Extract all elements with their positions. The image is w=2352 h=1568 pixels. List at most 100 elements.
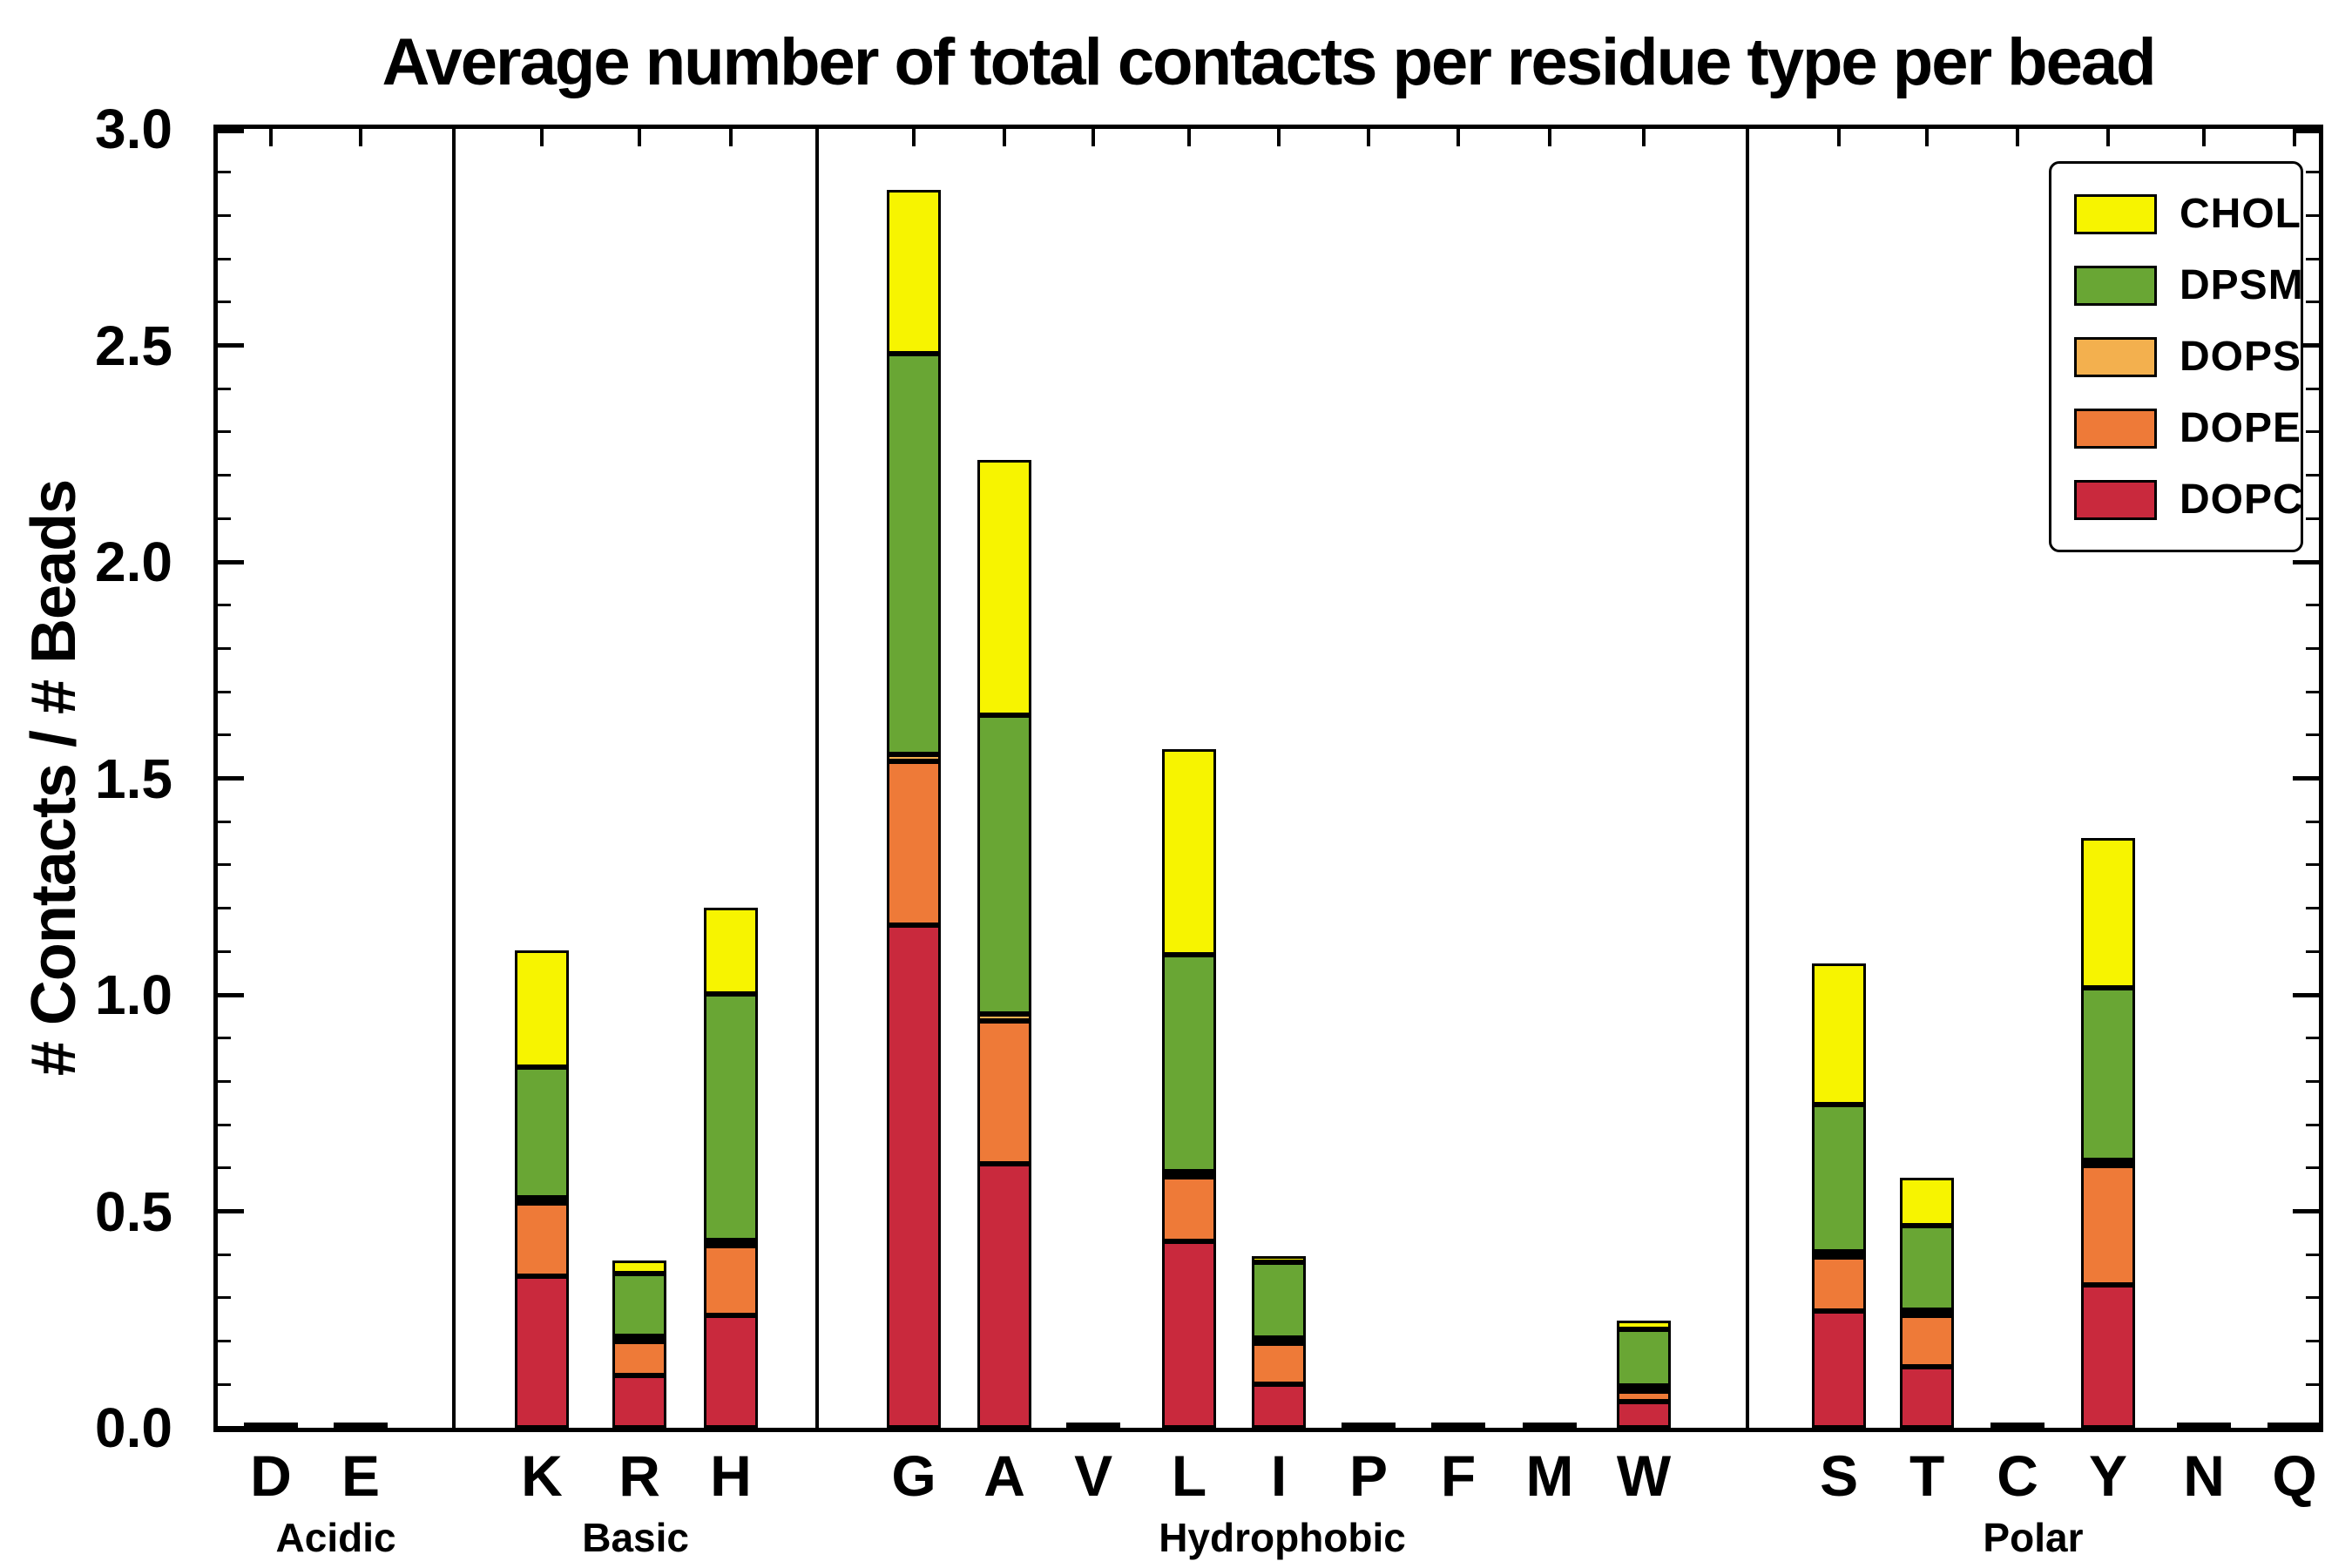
group-divider [815, 129, 820, 1428]
y-major-tick [218, 343, 244, 348]
y-minor-tick [2306, 690, 2319, 693]
y-minor-tick [2306, 820, 2319, 823]
bar-segment-CHOL [1617, 1321, 1672, 1330]
bar-segment-CHOL [1812, 963, 1867, 1105]
bar-V [1066, 1423, 1121, 1428]
x-tick-label-P: P [1349, 1443, 1389, 1508]
bar-segment-DOPC [977, 1163, 1032, 1428]
y-minor-tick [218, 474, 231, 477]
y-minor-tick [2306, 474, 2319, 477]
y-major-tick [218, 776, 244, 781]
bar-segment-DPSM [1162, 955, 1217, 1172]
bar-F [1431, 1423, 1486, 1428]
y-minor-tick [218, 171, 231, 174]
bar-segment-DOPC [2177, 1423, 2232, 1428]
bar-segment-DOPE [514, 1202, 569, 1277]
bar-segment-DOPC [334, 1423, 389, 1428]
y-minor-tick [218, 950, 231, 953]
legend: CHOL DPSM DOPS DOPE DOPC [2049, 161, 2303, 552]
bar-segment-DPSM [612, 1273, 667, 1336]
x-tick-label-K: K [521, 1443, 563, 1508]
bar-segment-DPSM [1812, 1104, 1867, 1252]
legend-item-DOPE: DOPE [2074, 404, 2301, 452]
y-minor-tick [218, 213, 231, 217]
bar-segment-DOPS [977, 1014, 1032, 1021]
legend-item-DPSM: DPSM [2074, 261, 2303, 309]
legend-swatch-DOPS [2074, 336, 2157, 377]
y-minor-tick [218, 907, 231, 910]
bar-A [977, 460, 1032, 1428]
y-minor-tick [218, 1296, 231, 1300]
y-major-tick [2293, 1209, 2319, 1213]
x-tick-label-V: V [1074, 1443, 1113, 1508]
bar-E [334, 1423, 389, 1428]
bar-segment-DOPC [1066, 1423, 1121, 1428]
y-major-tick [2293, 559, 2319, 564]
bar-H [704, 907, 758, 1428]
bar-T [1900, 1178, 1955, 1428]
x-tick-label-F: F [1440, 1443, 1477, 1508]
y-minor-tick [2306, 733, 2319, 737]
y-minor-tick [218, 1382, 231, 1386]
bar-segment-DPSM [704, 993, 758, 1241]
bar-segment-DOPS [1812, 1251, 1867, 1257]
y-tick-label: 1.0 [95, 963, 172, 1026]
y-minor-tick [2306, 301, 2319, 304]
legend-item-CHOL: CHOL [2074, 190, 2301, 238]
bar-segment-DOPE [704, 1246, 758, 1315]
bar-segment-CHOL [704, 907, 758, 994]
y-minor-tick [218, 690, 231, 693]
y-minor-tick [218, 430, 231, 434]
y-minor-tick [2306, 1037, 2319, 1040]
x-tick-label-E: E [341, 1443, 381, 1508]
x-tick-label-A: A [983, 1443, 1025, 1508]
y-minor-tick [218, 1253, 231, 1256]
bar-segment-DPSM [1617, 1329, 1672, 1386]
y-major-tick [2293, 1425, 2319, 1430]
bar-segment-CHOL [1252, 1255, 1307, 1263]
bar-segment-DOPS [887, 754, 942, 761]
y-tick-label: 2.0 [95, 531, 172, 593]
x-top-tick [1187, 129, 1192, 146]
bar-segment-DOPC [1342, 1423, 1396, 1428]
bar-segment-DOPS [612, 1335, 667, 1342]
y-minor-tick [218, 1079, 231, 1083]
x-tick-label-N: N [2183, 1443, 2225, 1508]
bar-segment-DPSM [887, 354, 942, 755]
y-tick-label: 0.0 [95, 1396, 172, 1459]
y-minor-tick [2306, 863, 2319, 867]
bar-segment-DPSM [1900, 1225, 1955, 1310]
y-minor-tick [218, 1340, 231, 1343]
bar-M [1522, 1423, 1577, 1428]
bar-segment-DOPS [514, 1197, 569, 1203]
bar-P [1342, 1423, 1396, 1428]
y-minor-tick [2306, 257, 2319, 260]
y-minor-tick [2306, 387, 2319, 390]
bar-segment-DOPC [244, 1423, 299, 1428]
x-tick-label-G: G [891, 1443, 936, 1508]
y-tick-label: 0.5 [95, 1179, 172, 1243]
x-top-tick [1003, 129, 1007, 146]
x-top-tick [1456, 129, 1461, 146]
x-top-tick [729, 129, 733, 146]
x-tick-label-M: M [1525, 1443, 1574, 1508]
x-tick-label-S: S [1820, 1443, 1859, 1508]
y-major-tick [218, 559, 244, 564]
x-tick-label-W: W [1616, 1443, 1672, 1508]
y-minor-tick [218, 604, 231, 607]
y-major-tick [2293, 343, 2319, 348]
x-top-tick [539, 129, 544, 146]
bar-segment-DOPC [1252, 1384, 1307, 1428]
y-major-tick [218, 1425, 244, 1430]
y-minor-tick [218, 301, 231, 304]
bar-C [1990, 1423, 2045, 1428]
x-top-tick [359, 129, 363, 146]
x-top-tick [269, 129, 274, 146]
bar-segment-DOPE [2081, 1166, 2136, 1285]
group-label-basic: Basic [582, 1515, 689, 1560]
y-minor-tick [2306, 1253, 2319, 1256]
x-top-tick [1925, 129, 1930, 146]
legend-label-CHOL: CHOL [2180, 191, 2301, 237]
x-top-tick [1367, 129, 1371, 146]
bar-segment-CHOL [612, 1260, 667, 1274]
